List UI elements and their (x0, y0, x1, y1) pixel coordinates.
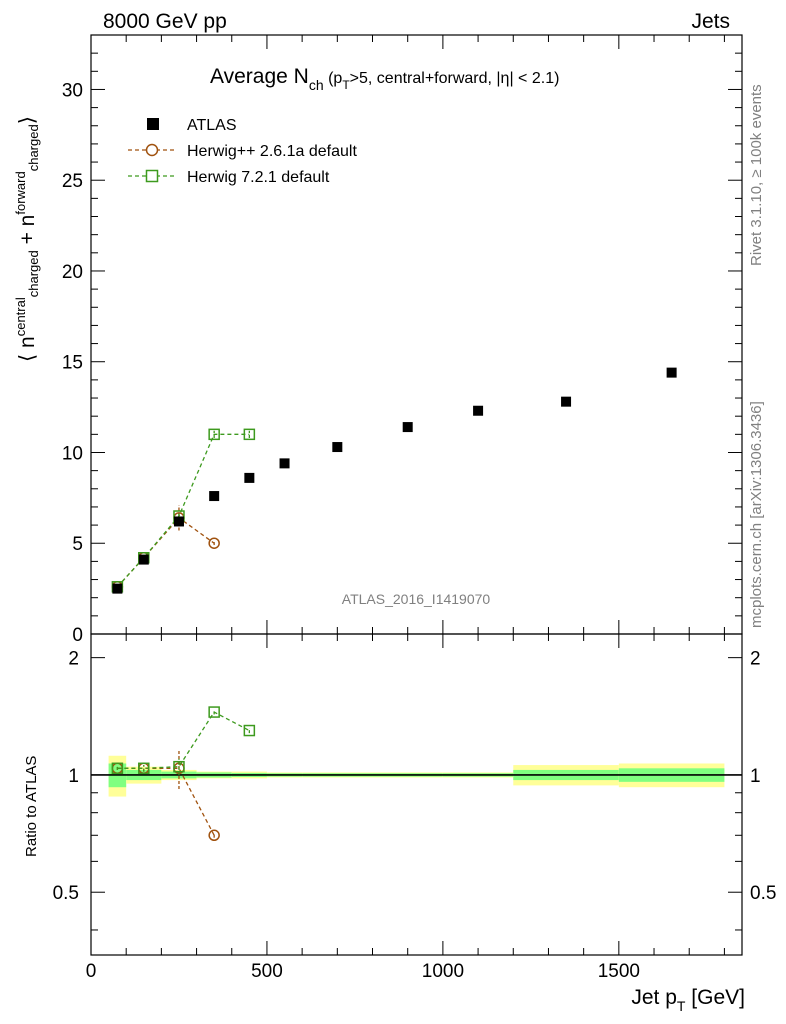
y-tick-label: 10 (62, 443, 83, 464)
data-point-herwigpp (208, 829, 220, 842)
ratio-y-tick-label-right: 2 (750, 649, 761, 670)
ratio-frame (90, 633, 743, 956)
rivet-version-label: Rivet 3.1.10, ≥ 100k events (748, 84, 765, 266)
y-axis-label-ratio: Ratio to ATLAS (23, 756, 40, 857)
series-line (117, 767, 215, 836)
ratio-y-tick-label-right: 0.5 (750, 883, 776, 904)
y-tick-label: 30 (62, 80, 83, 101)
legend-marker-square (145, 169, 159, 183)
data-point-atlas (279, 458, 290, 469)
data-point-herwig7 (173, 760, 185, 773)
series-line (116, 516, 215, 588)
x-tick-label: 0 (86, 961, 97, 982)
data-point-atlas (173, 516, 184, 527)
ratio-y-tick-label: 2 (68, 649, 79, 670)
ratio-y-tick-label-right: 1 (750, 766, 761, 787)
data-point-atlas (209, 491, 220, 502)
watermark: ATLAS_2016_I1419070 (342, 591, 491, 607)
data-point-herwig7 (243, 428, 256, 441)
data-point-atlas (402, 422, 413, 433)
header-right: Jets (691, 10, 730, 33)
mcplots-label: mcplots.cern.ch [arXiv:1306.3436] (748, 401, 765, 628)
y-axis-label-main: ⟨ ncentralcharged + nforwardcharged⟩ (13, 116, 41, 362)
data-point-atlas (666, 367, 677, 378)
data-point-herwig7 (138, 762, 150, 775)
data-point-herwig7 (243, 724, 256, 737)
data-point-herwigpp (208, 537, 220, 549)
data-point-atlas (138, 554, 149, 565)
series-line (117, 711, 250, 769)
legend: ATLAS Herwig++ 2.6.1a default Herwig 7.2.1… (128, 117, 357, 186)
header-left: 8000 GeV pp (103, 10, 227, 33)
y-tick-label: 15 (62, 353, 83, 374)
data-point-atlas (112, 583, 123, 594)
ratio-y-tick-label: 0.5 (53, 883, 79, 904)
x-axis-label: Jet pT [GeV] (631, 986, 745, 1014)
data-point-atlas (332, 442, 343, 453)
x-tick-label: 1000 (422, 961, 464, 982)
data-point-atlas (244, 472, 255, 483)
legend-marker-atlas (147, 118, 159, 130)
y-tick-label: 5 (72, 534, 83, 555)
data-point-herwig7 (208, 428, 220, 441)
y-tick-label: 20 (62, 262, 83, 283)
plot-title: Average Nch (pT>5, central+forward, |η| … (210, 65, 559, 93)
ratio-panel: 0.5 0.5 1 1 2 2 0 500 1000 1500 (53, 633, 776, 982)
legend-label: Herwig++ 2.6.1a default (187, 143, 357, 160)
x-tick-label: 500 (251, 961, 283, 982)
legend-label: Herwig 7.2.1 default (187, 169, 330, 186)
data-point-herwig7 (111, 762, 124, 775)
data-point-atlas (561, 396, 572, 407)
data-point-herwig7 (208, 706, 220, 718)
legend-label: ATLAS (187, 117, 237, 134)
y-tick-label: 25 (62, 171, 83, 192)
ratio-y-tick-label: 1 (68, 766, 79, 787)
x-tick-label: 1500 (598, 961, 640, 982)
y-tick-label: 0 (72, 625, 83, 646)
legend-marker-circle (145, 143, 159, 157)
data-point-atlas (473, 405, 484, 416)
main-panel: 0 5 10 15 20 25 30 (62, 34, 743, 646)
